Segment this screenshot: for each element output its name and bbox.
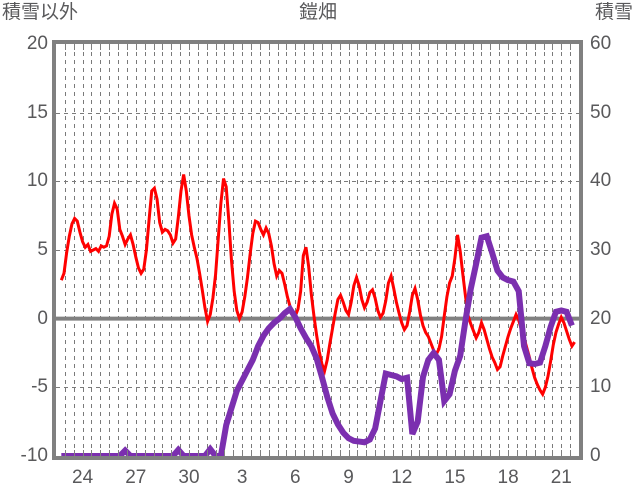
series-line-precip [59,174,576,398]
x-tick-label: 30 [178,467,200,488]
y-tick-label-right: 40 [590,170,612,192]
y-tick-label-right: 0 [590,445,601,466]
x-tick-label: 3 [236,467,248,488]
plot-inner [56,44,579,456]
y-tick-label-right: 30 [590,239,612,260]
x-tick-label: 21 [550,467,572,488]
x-tick-label: 18 [497,467,519,488]
x-tick-label: 12 [391,467,413,488]
y-tick-label-left: 5 [37,239,48,260]
y-tick-label-left: 20 [26,33,48,54]
x-tick-label: 9 [343,467,354,488]
right-axis-title: 積雪 [594,2,633,23]
y-tick-label-left: -10 [20,445,48,466]
y-tick-label-right: 20 [590,307,612,329]
left-axis-title: 積雪以外 [2,2,79,23]
x-tick-label: 24 [72,467,94,488]
axis-tickmarks [65,44,571,456]
y-tick-label-right: 50 [590,101,612,123]
x-tick-label: 15 [444,467,466,488]
plot-area [52,40,583,460]
y-tick-label-left: 0 [37,307,48,329]
x-tick-label: 6 [290,467,301,488]
series-line-snow [61,232,575,456]
y-tick-label-left: 15 [26,101,48,123]
y-tick-label-left: 10 [26,170,48,192]
chart-title: 鎧畑 [298,2,337,23]
plot-svg [56,44,579,456]
y-tick-label-right: 60 [590,33,612,54]
y-tick-label-left: -5 [31,376,48,398]
y-tick-label-right: 10 [590,376,612,398]
x-tick-label: 27 [125,467,147,488]
